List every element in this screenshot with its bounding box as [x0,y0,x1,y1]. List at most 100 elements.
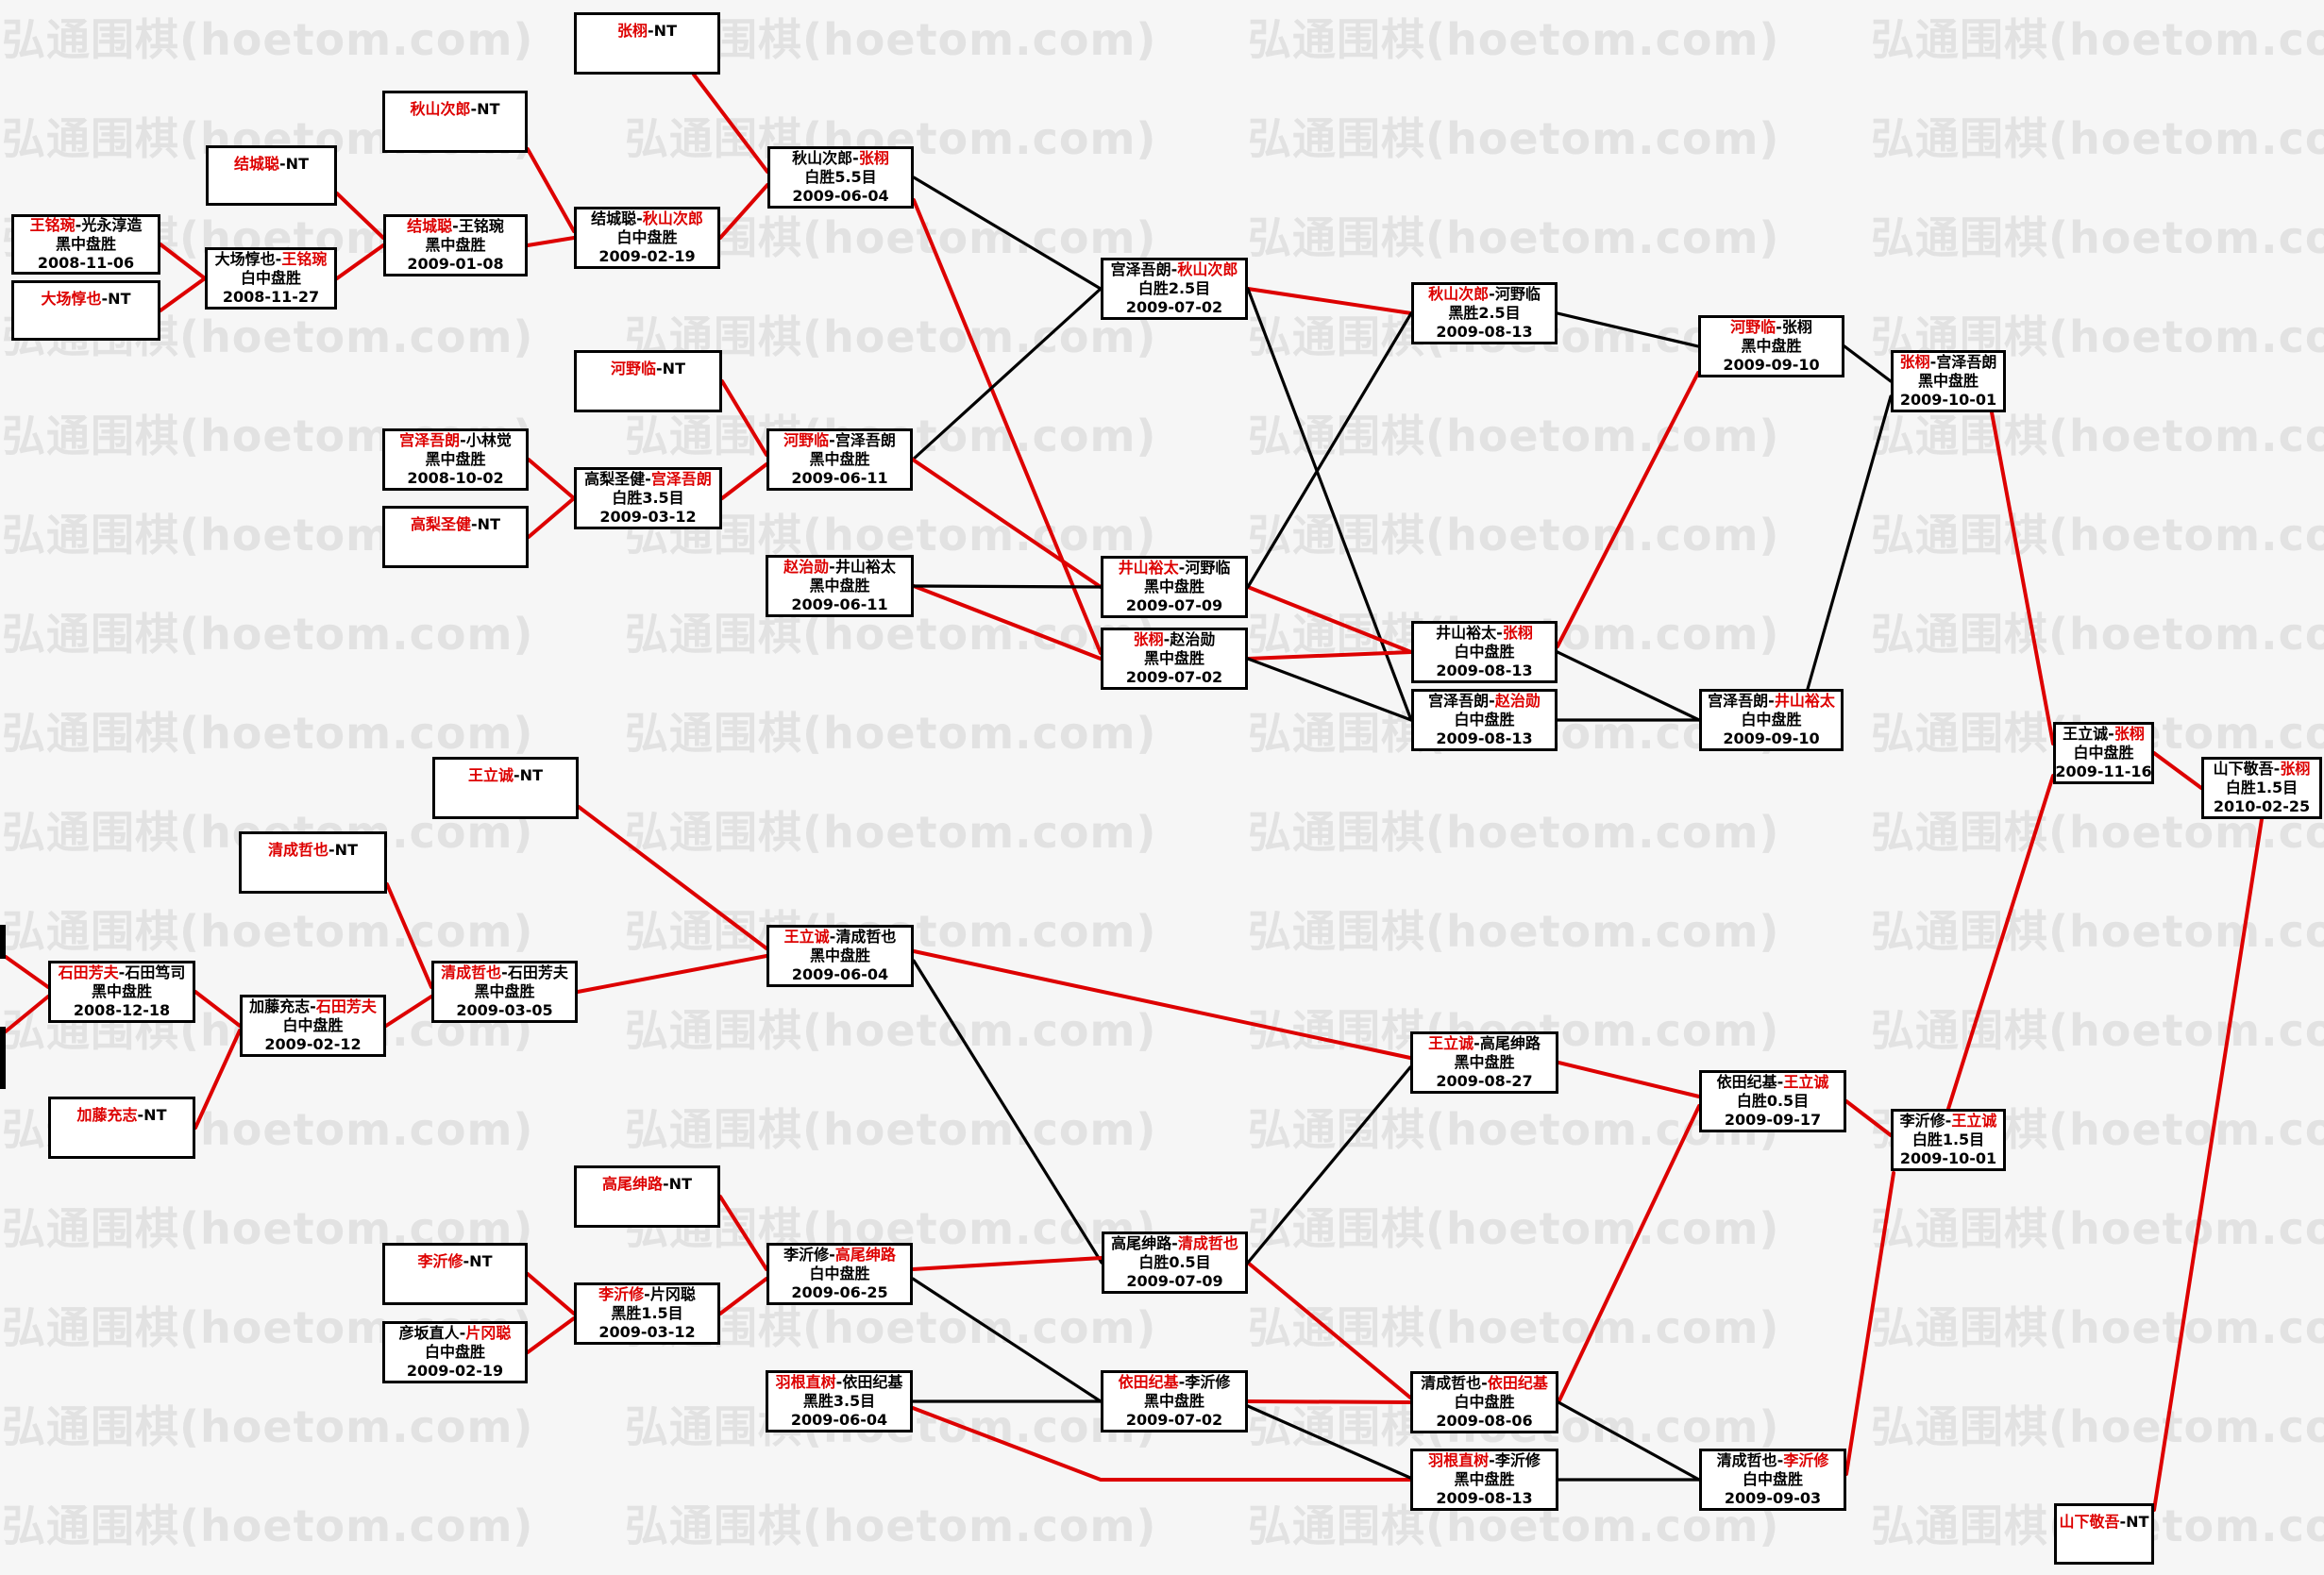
loser-path-line [912,584,1103,589]
match-box-hikosaka-kataoka[interactable]: 彦坂直人-片冈聪 白中盘胜 2009-02-19 [382,1321,528,1383]
match-box-zhang-miyazawa[interactable]: 张栩-宫泽吾朗 黑中盘胜 2009-10-01 [1891,350,2006,412]
match-box-miyazawa-iyama[interactable]: 宫泽吾朗-井山裕太 白中盘胜 2009-09-10 [1699,689,1844,751]
match-box-hane-yoda[interactable]: 羽根直树-依田纪基 黑胜3.5目 2009-06-04 [766,1370,913,1433]
bye-box-yuki-nt[interactable]: 结城聪-NT [206,145,337,206]
match-box-iyama-zhang[interactable]: 井山裕太-张栩 白中盘胜 2009-08-13 [1411,621,1558,683]
bye-box-takanashi-nt[interactable]: 高梨圣健-NT [382,506,529,568]
text-segment: -光永淳造 [75,216,143,234]
match-box-miyazawa-cho[interactable]: 宫泽吾朗-赵治勋 白中盘胜 2009-08-13 [1411,689,1558,751]
game-date: 2009-07-09 [1126,1272,1222,1291]
match-box-miyazawa-kobayashi[interactable]: 宫泽吾朗-小林觉 黑中盘胜 2008-10-02 [382,428,529,491]
match-box-yuki-akiyama[interactable]: 结城聪-秋山次郎 白中盘胜 2009-02-19 [574,207,720,269]
match-box-iyama-kono[interactable]: 井山裕太-河野临 黑中盘胜 2009-07-09 [1101,556,1248,618]
text-segment: -NT [471,515,500,533]
match-box-oba-wang[interactable]: 大场惇也-王铭琬 白中盘胜 2008-11-27 [205,247,337,310]
advancing-player-name: 赵治勋 [783,558,830,576]
matchup-names: 结城聪-NT [234,155,309,174]
text-segment: 2009-07-02 [1125,668,1223,686]
game-date: 2009-06-04 [792,965,888,984]
game-result: 白胜2.5目 [1138,279,1210,298]
bye-box-kato-nt[interactable]: 加藤充志-NT [48,1097,195,1159]
bye-box-kiyonari-nt[interactable]: 清成哲也-NT [239,831,387,894]
match-box-kiyonari-li[interactable]: 清成哲也-李沂修 白中盘胜 2009-09-03 [1699,1449,1846,1511]
match-box-li-takao[interactable]: 李沂修-高尾绅路 白中盘胜 2009-06-25 [766,1243,913,1305]
advancing-player-name: 王立诚 [1783,1073,1829,1091]
text-segment: 山下敬吾- [2213,760,2281,778]
match-box-wang-zhang[interactable]: 王立诚-张栩 白中盘胜 2009-11-16 [2053,722,2154,784]
match-box-kiyonari-ishida[interactable]: 清成哲也-石田芳夫 黑中盘胜 2009-03-05 [431,961,578,1023]
match-box-akiyama-zhang[interactable]: 秋山次郎-张栩 白胜5.5目 2009-06-04 [767,146,914,209]
winner-path-line [720,462,768,500]
game-date: 2009-06-25 [791,1283,887,1302]
loser-path-line [912,176,1103,291]
game-date: 2009-02-19 [407,1362,503,1381]
text-segment: -NT [137,1106,167,1124]
matchup-names: 井山裕太-张栩 [1436,624,1533,643]
text-segment: -NT [101,290,131,308]
winner-path-line [911,1406,1412,1482]
bye-box-li-nt[interactable]: 李沂修-NT [382,1243,528,1305]
winner-path-line [1246,585,1413,654]
text-segment: 2009-02-19 [598,247,696,265]
text-segment: 2009-09-17 [1724,1111,1822,1129]
match-box-wang-kiyonari[interactable]: 王立诚-清成哲也 黑中盘胜 2009-06-04 [766,925,914,987]
text-segment: 2009-06-11 [791,595,888,613]
winner-path-line [577,805,768,950]
match-box-miyazawa-akiyama[interactable]: 宫泽吾朗-秋山次郎 白胜2.5目 2009-07-02 [1101,258,1248,320]
text-segment: 黑中盘胜 [809,947,870,964]
match-box-takao-kiyonari[interactable]: 高尾绅路-清成哲也 白胜0.5目 2009-07-09 [1102,1232,1248,1294]
matchup-names: 宫泽吾朗-赵治勋 [1428,692,1541,711]
match-box-li-kataoka[interactable]: 李沂修-片冈聪 黑胜1.5目 2009-03-12 [574,1282,720,1345]
match-box-zhang-cho[interactable]: 张栩-赵治勋 黑中盘胜 2009-07-02 [1101,628,1248,690]
match-box-kono-zhang[interactable]: 河野临-张栩 黑中盘胜 2009-09-10 [1698,315,1844,377]
winner-path-line [911,458,1103,589]
match-box-li-wang[interactable]: 李沂修-王立诚 白胜1.5目 2009-10-01 [1891,1109,2006,1171]
bye-box-yamashita-nt[interactable]: 山下敬吾-NT [2054,1503,2154,1565]
bye-box-takao-nt[interactable]: 高尾绅路-NT [574,1165,720,1228]
match-box-yuki-wang[interactable]: 结城聪-王铭琬 黑中盘胜 2009-01-08 [383,214,528,276]
text-segment: -赵治勋 [1163,630,1216,648]
match-box-yoda-li[interactable]: 依田纪基-李沂修 黑中盘胜 2009-07-02 [1101,1370,1248,1433]
text-segment: 王立诚- [2063,725,2114,743]
match-box-hane-li[interactable]: 羽根直树-李沂修 黑中盘胜 2009-08-13 [1410,1449,1558,1511]
text-segment: 2009-03-12 [598,1323,696,1341]
bye-box-kono-nt[interactable]: 河野临-NT [574,350,722,412]
text-segment: 白中盘胜 [282,1016,344,1034]
bye-box-oba-nt[interactable]: 大场惇也-NT [11,280,160,341]
winner-path-line [1246,1261,1412,1399]
text-segment: 2009-02-19 [406,1362,504,1380]
matchup-names: 王铭琬-光永淳造 [30,216,143,235]
matchup-names: 高梨圣健-宫泽吾朗 [584,470,712,489]
game-result: 白中盘胜 [2073,744,2133,762]
text-segment: -NT [328,841,358,859]
text-segment: 2010-02-25 [2213,797,2311,815]
match-box-kato-ishida[interactable]: 加藤充志-石田芳夫 白中盘胜 2009-02-12 [240,995,386,1057]
matchup-names: 清成哲也-依田纪基 [1421,1374,1548,1393]
game-date: 2008-10-02 [407,469,503,488]
clipped-box-edge-2 [0,1027,6,1089]
text-segment: 高梨圣健- [584,470,651,488]
match-box-wang-takao[interactable]: 王立诚-高尾绅路 黑中盘胜 2009-08-27 [1410,1031,1558,1094]
match-box-cho-iyama[interactable]: 赵治勋-井山裕太 黑中盘胜 2009-06-11 [766,555,914,617]
bye-box-zhang-nt[interactable]: 张栩-NT [574,12,720,75]
match-box-wang-guangyong[interactable]: 王铭琬-光永淳造 黑中盘胜 2008-11-06 [11,214,160,275]
text-segment: 黑胜3.5目 [802,1392,876,1410]
text-segment: 2009-06-11 [791,469,888,487]
winner-path-line [720,379,768,457]
text-segment: 白胜1.5目 [2225,779,2299,796]
text-segment: 2008-12-18 [73,1001,171,1019]
match-box-kono-miyazawa[interactable]: 河野临-宫泽吾朗 黑中盘胜 2009-06-11 [766,428,913,491]
match-box-takanashi-miyazawa[interactable]: 高梨圣健-宫泽吾朗 白胜3.5目 2009-03-12 [574,467,722,529]
match-box-yoda-wang[interactable]: 依田纪基-王立诚 白胜0.5目 2009-09-17 [1699,1070,1846,1132]
match-box-akiyama-kono[interactable]: 秋山次郎-河野临 黑胜2.5目 2009-08-13 [1411,282,1558,344]
match-box-ishida-ishida[interactable]: 石田芳夫-石田笃司 黑中盘胜 2008-12-18 [48,961,195,1023]
match-box-yamashita-zhang[interactable]: 山下敬吾-张栩 白胜1.5目 2010-02-25 [2201,757,2322,819]
match-box-kiyonari-yoda[interactable]: 清成哲也-依田纪基 白中盘胜 2009-08-06 [1410,1371,1558,1433]
winner-path-line [911,1256,1103,1271]
bye-box-wanglicheng-nt[interactable]: 王立诚-NT [432,757,579,819]
matchup-names: 高尾绅路-NT [602,1175,692,1194]
game-date: 2009-08-13 [1436,662,1532,680]
matchup-names: 河野临-张栩 [1730,318,1812,337]
bye-box-akiyama-nt[interactable]: 秋山次郎-NT [382,91,528,153]
